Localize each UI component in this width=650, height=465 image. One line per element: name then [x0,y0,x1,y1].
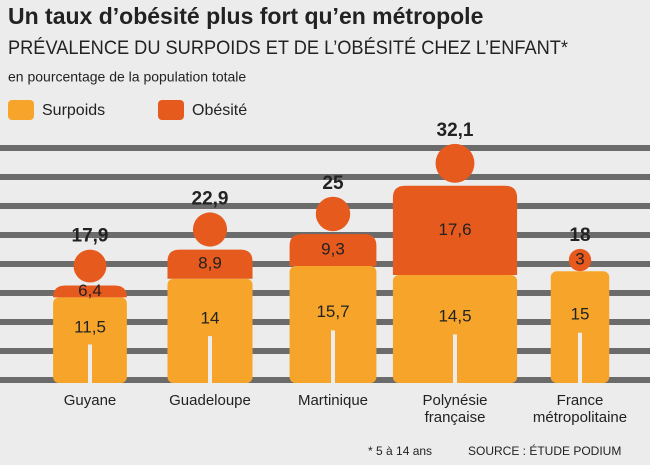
x-tick-label: Guyane [64,392,117,409]
bar-segment [167,278,253,383]
value-label: 15,7 [316,302,349,321]
legend-label: Obésité [192,102,247,119]
value-label: 14,5 [438,306,471,325]
legend-swatch [8,100,34,120]
bar-segment [289,196,377,267]
x-tick-label: France [557,392,604,409]
x-tick-label: Polynésie [422,392,487,409]
x-tick-label: française [425,409,486,426]
value-label: 14 [201,308,220,327]
bar-segment [568,248,592,272]
x-tick-label: Guadeloupe [169,392,251,409]
x-tick-label: métropolitaine [533,409,627,426]
stripe [0,174,650,180]
legend-swatch [158,100,184,120]
value-label: 15 [571,305,590,324]
chart-subtitle: PRÉVALENCE DU SURPOIDS ET DE L’OBÉSITÉ C… [8,38,569,59]
value-label: 6,4 [78,281,102,300]
total-label: 22,9 [192,188,229,209]
stripe [0,145,650,151]
value-label: 9,3 [321,240,345,259]
unit-note: en pourcentage de la population totale [8,69,246,85]
bar-segment [53,249,127,298]
value-label: 17,6 [438,220,471,239]
x-tick-label: Martinique [298,392,368,409]
chart-title: Un taux d’obésité plus fort qu’en métrop… [8,3,483,29]
source: SOURCE : ÉTUDE PODIUM [468,443,621,458]
value-label: 8,9 [198,254,222,273]
bar-segment [289,266,377,383]
total-label: 25 [322,173,344,194]
value-label: 11,5 [74,318,106,337]
bar-segment [392,143,518,275]
bar-segment [167,212,253,279]
value-label: 3 [575,250,584,269]
bar-segment [392,274,518,383]
total-label: 17,9 [72,226,109,247]
bar-segment [53,297,127,383]
footnote: * 5 à 14 ans [368,444,432,458]
legend-label: Surpoids [42,102,105,119]
total-label: 32,1 [437,120,474,141]
bar-segment [550,271,610,383]
total-label: 18 [569,225,590,246]
